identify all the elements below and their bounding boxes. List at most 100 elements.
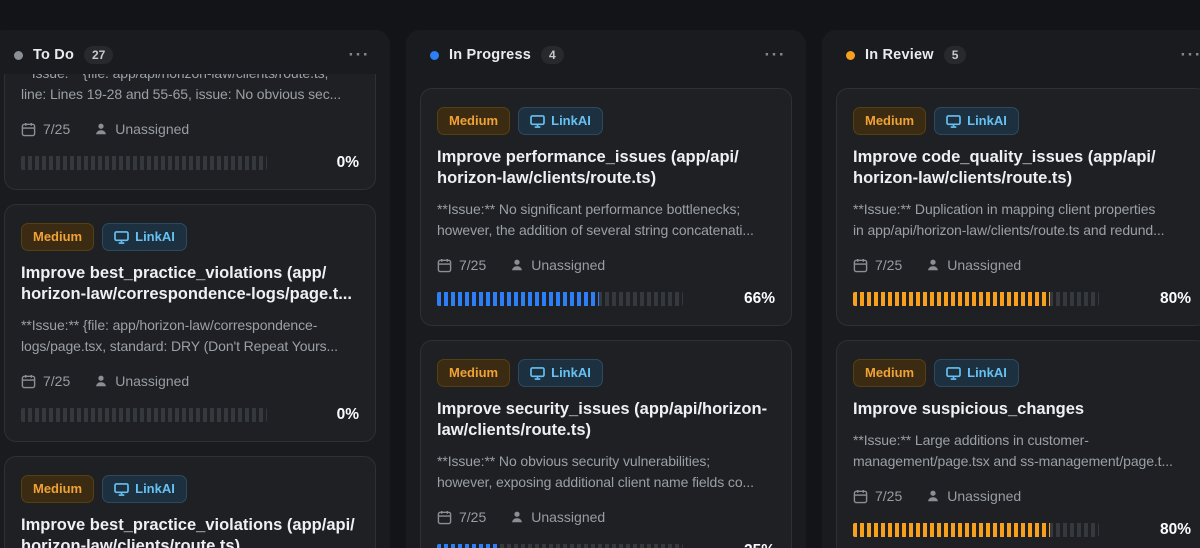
assignee-label: Unassigned [947, 257, 1022, 273]
due-date-label: 7/25 [43, 121, 71, 137]
progress-fill [437, 292, 600, 306]
monitor-icon [946, 366, 961, 380]
calendar-icon [437, 258, 452, 272]
card-list: Medium LinkAI Improve performance_issues… [406, 74, 806, 548]
priority-badge: Medium [21, 223, 95, 251]
column-count-badge: 27 [84, 46, 114, 64]
assignee: Unassigned [926, 257, 1021, 273]
assignee-label: Unassigned [115, 121, 190, 137]
card-title: Improve security_issues (app/api/horizon… [437, 399, 775, 441]
column-title: To Do [33, 47, 74, 63]
task-card[interactable]: Medium LinkAI Improve best_practice_viol… [4, 204, 376, 442]
column-title: In Review [865, 47, 934, 63]
card-meta: 7/25 Unassigned [437, 507, 775, 527]
task-card[interactable]: Medium LinkAI Improve security_issues (a… [420, 340, 792, 548]
ellipsis-menu-icon[interactable]: ··· [764, 45, 786, 64]
monitor-icon [530, 366, 545, 380]
card-description-line: line: Lines 19-28 and 55-65, issue: No o… [21, 86, 342, 102]
card-title-line: horizon-law/clients/route.ts) [21, 537, 241, 548]
calendar-icon [21, 122, 36, 136]
person-icon [928, 490, 939, 502]
card-description-line: **Issue:** No significant performance bo… [437, 201, 741, 217]
calendar-icon [437, 510, 452, 524]
linkai-badge-label: LinkAI [967, 113, 1007, 128]
due-date: 7/25 [853, 488, 902, 504]
column-header: In Progress 4 ··· [406, 30, 806, 74]
task-card[interactable]: Medium LinkAI Improve suspicious_changes… [836, 340, 1200, 548]
card-title-line: Improve suspicious_changes [853, 400, 1085, 418]
status-dot-icon [430, 50, 439, 60]
column-in-review: In Review 5 ··· Medium LinkAI Improve co… [822, 30, 1200, 548]
person-icon [928, 259, 939, 271]
card-title-line: Improve performance_issues (app/api/ [437, 148, 739, 166]
ellipsis-menu-icon[interactable]: ··· [1180, 45, 1200, 64]
linkai-badge-label: LinkAI [551, 113, 591, 128]
card-title: Improve code_quality_issues (app/api/ ho… [853, 147, 1191, 189]
card-description-line: **Issue:** {file: app/horizon-law/corres… [21, 317, 318, 333]
assignee-label: Unassigned [531, 509, 606, 525]
task-card[interactable]: Medium LinkAI Improve best_practice_viol… [4, 456, 376, 548]
card-description: **Issue:** No significant performance bo… [437, 199, 775, 241]
progress-bar [437, 544, 683, 548]
monitor-icon [114, 482, 129, 496]
progress-bar [437, 292, 683, 306]
due-date-label: 7/25 [459, 509, 487, 525]
card-title: Improve best_practice_violations (app/ h… [21, 263, 359, 305]
progress-row: 0% [21, 406, 359, 423]
column-todo: To Do 27 ··· **Issue:** {file: app/api/h… [0, 30, 390, 548]
progress-fill [437, 544, 499, 548]
person-icon [96, 375, 107, 387]
card-title-line: horizon-law/clients/route.ts) [437, 169, 657, 187]
card-description-line: logs/page.tsx, standard: DRY (Don't Repe… [21, 338, 338, 354]
progress-bar [21, 156, 267, 170]
progress-percent: 25% [683, 542, 775, 548]
assignee: Unassigned [510, 509, 605, 525]
column-count-badge: 5 [943, 46, 967, 64]
task-card[interactable]: **Issue:** {file: app/api/horizon-law/cl… [4, 74, 376, 190]
progress-row: 80% [853, 290, 1191, 307]
badge-row: Medium LinkAI [21, 475, 359, 503]
card-meta: 7/25 Unassigned [853, 255, 1191, 275]
linkai-badge: LinkAI [102, 223, 187, 251]
card-list: **Issue:** {file: app/api/horizon-law/cl… [0, 74, 390, 548]
progress-row: 80% [853, 521, 1191, 538]
card-description-line: management/page.tsx and ss-management/pa… [853, 453, 1173, 469]
card-meta: 7/25 Unassigned [853, 486, 1191, 506]
due-date: 7/25 [21, 373, 70, 389]
progress-percent: 80% [1159, 521, 1191, 538]
assignee: Unassigned [94, 121, 189, 137]
priority-badge: Medium [437, 107, 511, 135]
linkai-badge-label: LinkAI [551, 365, 591, 380]
progress-bar [853, 292, 1099, 306]
assignee: Unassigned [926, 488, 1021, 504]
assignee-label: Unassigned [531, 257, 606, 273]
badge-row: Medium LinkAI [853, 359, 1191, 387]
card-title-line: law/clients/route.ts) [437, 421, 592, 439]
card-title-line: Improve security_issues (app/api/horizon… [437, 400, 768, 418]
column-title: In Progress [449, 47, 531, 63]
assignee-label: Unassigned [115, 373, 190, 389]
calendar-icon [853, 258, 868, 272]
column-header: In Review 5 ··· [822, 30, 1200, 74]
ellipsis-menu-icon[interactable]: ··· [348, 45, 370, 64]
calendar-icon [21, 374, 36, 388]
due-date: 7/25 [853, 257, 902, 273]
assignee: Unassigned [510, 257, 605, 273]
linkai-badge: LinkAI [518, 107, 603, 135]
progress-fill [853, 292, 1050, 306]
linkai-badge-label: LinkAI [135, 229, 175, 244]
card-description-line: however, the addition of several string … [437, 222, 754, 238]
due-date: 7/25 [21, 121, 70, 137]
monitor-icon [114, 230, 129, 244]
due-date: 7/25 [437, 509, 486, 525]
task-card[interactable]: Medium LinkAI Improve code_quality_issue… [836, 88, 1200, 326]
column-in-progress: In Progress 4 ··· Medium LinkAI Improve … [406, 30, 806, 548]
card-title-line: horizon-law/correspondence-logs/page.t..… [21, 285, 352, 303]
status-dot-icon [846, 50, 855, 60]
due-date: 7/25 [437, 257, 486, 273]
due-date-label: 7/25 [875, 488, 903, 504]
task-card[interactable]: Medium LinkAI Improve performance_issues… [420, 88, 792, 326]
card-description: **Issue:** Large additions in customer- … [853, 430, 1191, 472]
priority-badge: Medium [21, 475, 95, 503]
